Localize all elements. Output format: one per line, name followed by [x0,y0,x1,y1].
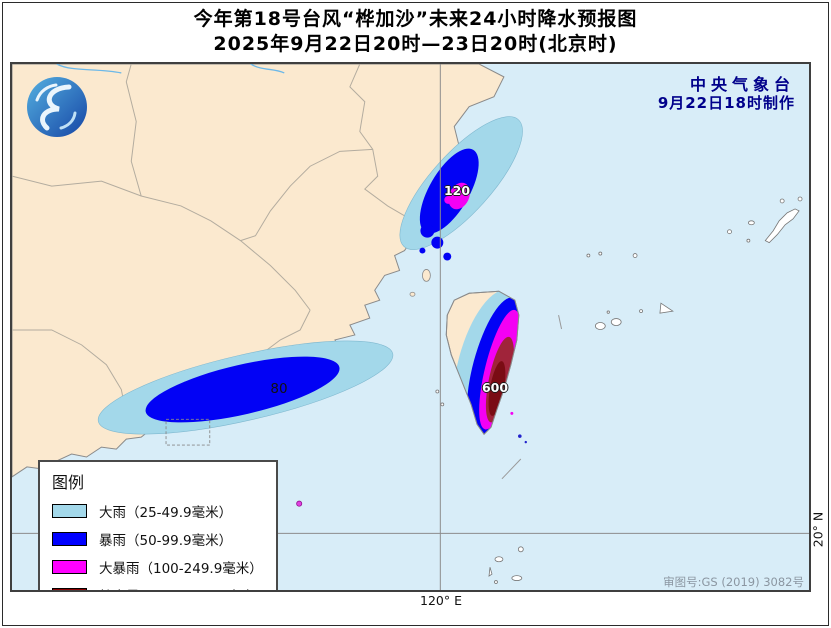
map-canvas: 中央气象台 9月22日18时制作 120 80 600 图例 大雨（25-49.… [10,62,811,592]
cma-logo-icon [27,77,87,137]
legend-box: 图例 大雨（25-49.9毫米） 暴雨（50-99.9毫米） 大暴雨（100-2… [38,460,278,590]
credit-block: 中央气象台 9月22日18时制作 [658,75,795,113]
legend-row-heavy-rain: 大雨（25-49.9毫米） [52,501,266,521]
issue-time: 9月22日18时制作 [657,94,795,112]
pratas-rain-dot [296,500,303,507]
legend-label-heavy-rain: 大雨（25-49.9毫米） [99,505,233,521]
agency-name: 中央气象台 [689,75,795,94]
rain-band-rainstorm-gd [145,356,340,423]
boundary-segments [501,314,563,480]
latitude-label: 20° N [810,511,826,548]
title-block: 今年第18号台风“桦加沙”未来24小时降水预报图 2025年9月22日20时—2… [0,7,831,57]
map-title: 今年第18号台风“桦加沙”未来24小时降水预报图 [193,8,638,30]
province-boundaries [12,64,425,432]
legend-swatch-heavy-rain [52,504,87,518]
taiwan-group [445,290,520,435]
delta-inset-box [165,418,211,446]
legend-swatch-rainstorm [52,532,87,546]
map-approval-number: 审图号:GS (2019) 3082号 [663,575,804,589]
legend-row-rainstorm: 暴雨（50-99.9毫米） [52,529,266,549]
rain-band-severe-rainstorm-north [448,182,470,210]
rain-system-guangdong [97,340,394,435]
rivers [56,64,285,74]
rain-amount-label-600: 600 [481,380,509,395]
legend-swatch-extreme-rainstorm [52,588,87,590]
rain-amount-label-80: 80 [270,381,288,397]
geo-drawing [12,64,809,590]
rain-amount-label-120: 120 [443,183,471,198]
legend-label-rainstorm: 暴雨（50-99.9毫米） [99,533,233,549]
rain-system-north [399,116,523,261]
legend-label-severe-rainstorm: 大暴雨（100-249.9毫米） [99,561,263,577]
rain-specks [296,411,527,507]
legend-label-extreme-rainstorm: 特大暴雨(250.0-600毫米) [99,585,260,590]
legend-row-severe-rainstorm: 大暴雨（100-249.9毫米） [52,557,266,577]
ryukyu-islands [435,196,803,584]
legend-title: 图例 [52,473,85,492]
legend-swatch-severe-rainstorm [52,560,87,574]
cma-logo [25,75,89,139]
legend-row-extreme-rainstorm: 特大暴雨(250.0-600毫米) [52,585,266,590]
rain-band-extreme-core-tw [488,361,506,416]
rain-band-rainstorm-north [419,148,479,234]
longitude-label: 120° E [420,593,462,608]
map-subtitle: 2025年9月22日20时—23日20时(北京时) [213,33,618,55]
